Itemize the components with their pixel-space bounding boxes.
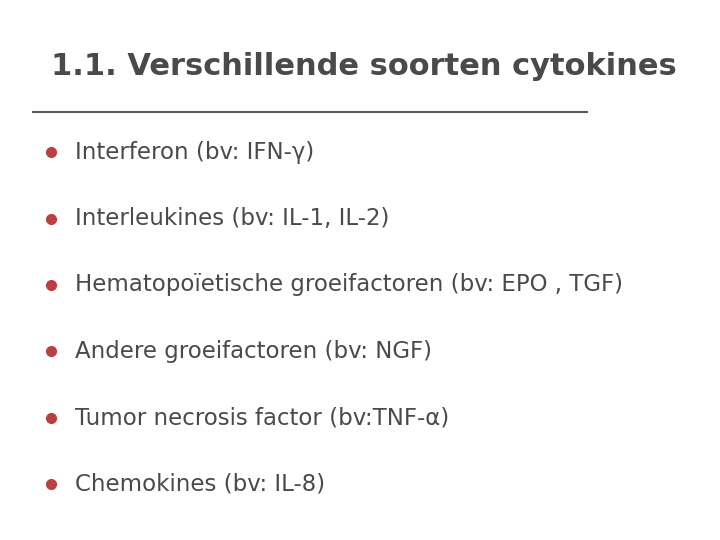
Text: Andere groeifactoren (bv: NGF): Andere groeifactoren (bv: NGF)	[75, 340, 432, 363]
Text: 1.1. Verschillende soorten cytokines: 1.1. Verschillende soorten cytokines	[51, 52, 677, 82]
Text: Tumor necrosis factor (bv:TNF-α): Tumor necrosis factor (bv:TNF-α)	[75, 406, 449, 429]
Text: Interferon (bv: IFN-γ): Interferon (bv: IFN-γ)	[75, 141, 314, 164]
Text: Chemokines (bv: IL-8): Chemokines (bv: IL-8)	[75, 472, 325, 495]
Text: Interleukines (bv: IL-1, IL-2): Interleukines (bv: IL-1, IL-2)	[75, 207, 390, 230]
Text: Hematopoïetische groeifactoren (bv: EPO , TGF): Hematopoïetische groeifactoren (bv: EPO …	[75, 273, 623, 296]
